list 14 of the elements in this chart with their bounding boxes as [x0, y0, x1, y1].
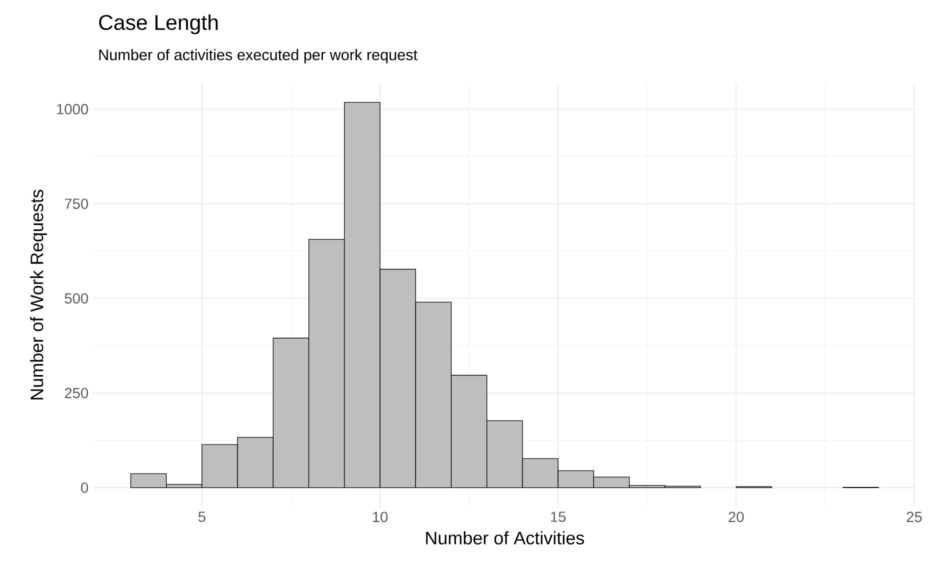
y-tick-label: 1000 [57, 104, 88, 114]
x-tick-label: 5 [198, 512, 206, 522]
x-tick-label: 15 [551, 512, 566, 522]
y-tick-label: 750 [64, 198, 88, 209]
x-axis-title: Number of Activities [426, 531, 584, 544]
chart-subtitle: Number of activities executed per work request [99, 49, 418, 64]
x-tick-label: 25 [906, 512, 922, 522]
x-tick-label: 20 [728, 512, 744, 522]
chart-title: Case Length [99, 14, 218, 34]
y-tick-label: 0 [81, 482, 88, 493]
x-tick-label: 10 [372, 512, 388, 522]
y-tick-label: 500 [64, 293, 88, 304]
y-axis-title: Number of Work Requests [30, 190, 47, 400]
y-tick-label: 250 [64, 388, 88, 398]
